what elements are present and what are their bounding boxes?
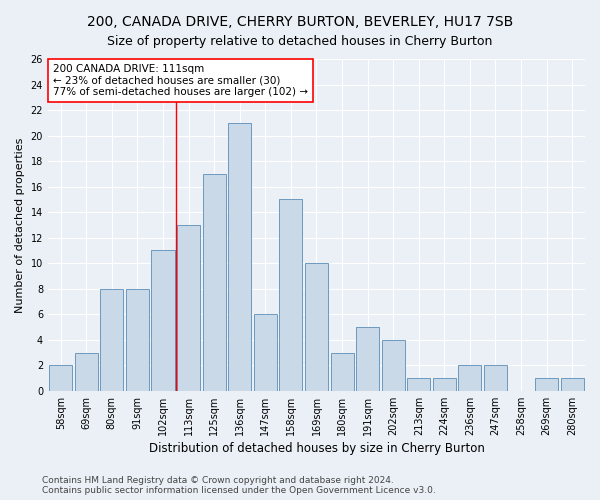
Bar bbox=[126, 288, 149, 391]
X-axis label: Distribution of detached houses by size in Cherry Burton: Distribution of detached houses by size … bbox=[149, 442, 484, 455]
Bar bbox=[305, 263, 328, 391]
Bar bbox=[356, 327, 379, 391]
Bar bbox=[100, 288, 124, 391]
Bar bbox=[49, 366, 72, 391]
Bar bbox=[203, 174, 226, 391]
Bar bbox=[433, 378, 456, 391]
Bar bbox=[535, 378, 558, 391]
Bar bbox=[254, 314, 277, 391]
Bar bbox=[280, 200, 302, 391]
Text: Size of property relative to detached houses in Cherry Burton: Size of property relative to detached ho… bbox=[107, 35, 493, 48]
Text: 200, CANADA DRIVE, CHERRY BURTON, BEVERLEY, HU17 7SB: 200, CANADA DRIVE, CHERRY BURTON, BEVERL… bbox=[87, 15, 513, 29]
Bar bbox=[484, 366, 507, 391]
Text: 200 CANADA DRIVE: 111sqm
← 23% of detached houses are smaller (30)
77% of semi-d: 200 CANADA DRIVE: 111sqm ← 23% of detach… bbox=[53, 64, 308, 97]
Bar bbox=[561, 378, 584, 391]
Bar bbox=[228, 123, 251, 391]
Bar bbox=[382, 340, 404, 391]
Bar bbox=[75, 352, 98, 391]
Y-axis label: Number of detached properties: Number of detached properties bbox=[15, 137, 25, 312]
Text: Contains HM Land Registry data © Crown copyright and database right 2024.
Contai: Contains HM Land Registry data © Crown c… bbox=[42, 476, 436, 495]
Bar bbox=[407, 378, 430, 391]
Bar bbox=[177, 225, 200, 391]
Bar bbox=[151, 250, 175, 391]
Bar bbox=[458, 366, 481, 391]
Bar bbox=[331, 352, 353, 391]
